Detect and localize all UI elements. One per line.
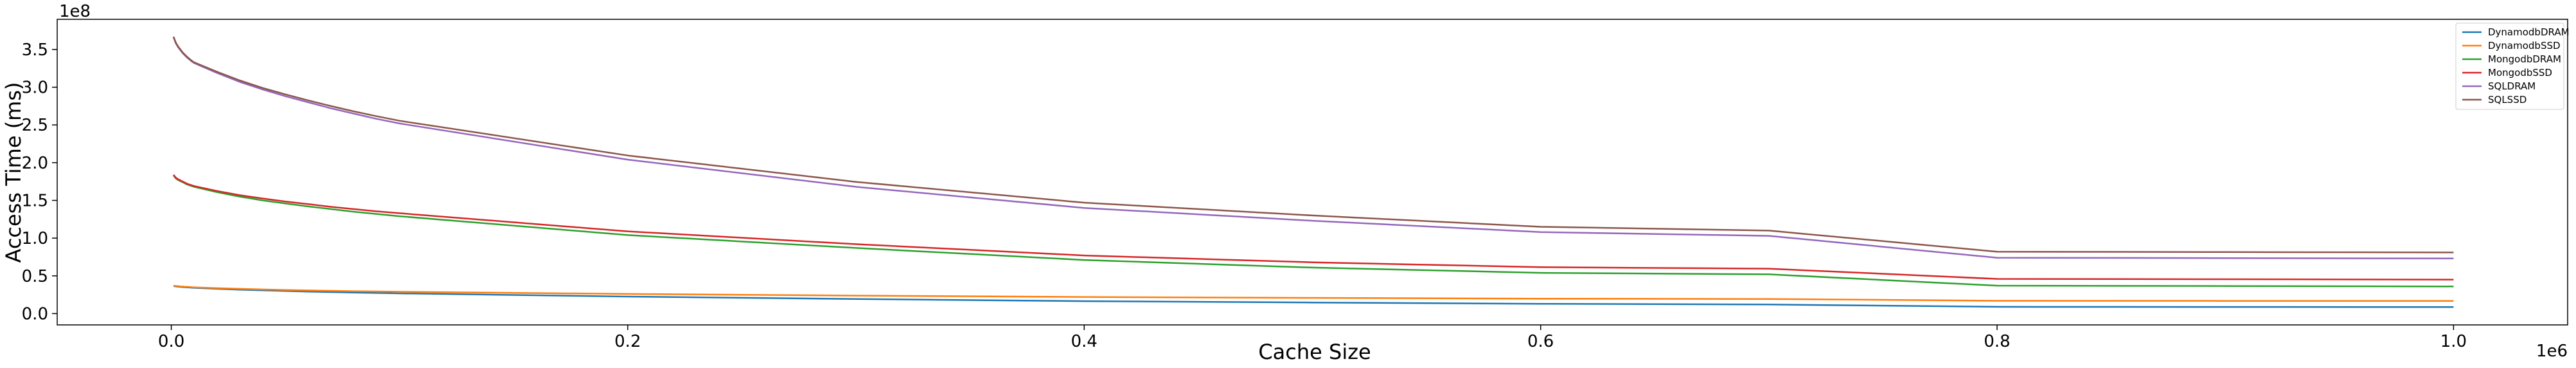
legend-label-mongodbssd: MongodbSSD bbox=[2488, 67, 2552, 78]
y-tick-label: 2.0 bbox=[22, 154, 48, 173]
y-tick-label: 1.0 bbox=[22, 229, 48, 248]
legend-label-dynamodbdram: DynamodbDRAM bbox=[2488, 26, 2570, 38]
x-tick-label: 1.0 bbox=[2440, 332, 2467, 351]
x-axis-ticks: 0.0 0.2 0.4 0.6 0.8 1.0 bbox=[158, 325, 2467, 351]
legend-label-dynamodbssd: DynamodbSSD bbox=[2488, 40, 2561, 51]
x-tick-label: 0.2 bbox=[614, 332, 641, 351]
y-axis-label: Access Time (ms) bbox=[1, 82, 26, 262]
legend-label-mongodbdram: MongodbDRAM bbox=[2488, 53, 2561, 65]
x-tick-label: 0.8 bbox=[1984, 332, 2010, 351]
series-line-dynamodbssd bbox=[173, 284, 2454, 302]
plot-frame bbox=[57, 19, 2568, 326]
legend: DynamodbDRAM DynamodbSSD MongodbDRAM Mongod… bbox=[2455, 23, 2570, 110]
x-tick-label: 0.4 bbox=[1071, 332, 1097, 351]
y-axis-multiplier: 1e8 bbox=[59, 2, 91, 21]
y-tick-label: 0.0 bbox=[22, 304, 48, 324]
y-tick-label: 3.5 bbox=[22, 41, 48, 60]
series-group bbox=[172, 36, 2454, 308]
y-axis-ticks: 0.0 0.5 1.0 1.5 2.0 2.5 3.0 3.5 bbox=[22, 41, 57, 324]
plot-area bbox=[57, 19, 2568, 325]
y-tick-label: 2.5 bbox=[22, 116, 48, 135]
x-axis-label: Cache Size bbox=[1258, 340, 1371, 364]
legend-label-sqlssd: SQLSSD bbox=[2488, 94, 2527, 106]
legend-box bbox=[2455, 23, 2564, 110]
x-axis-multiplier: 1e6 bbox=[2536, 342, 2568, 361]
x-tick-label: 0.0 bbox=[158, 332, 184, 351]
y-tick-label: 3.0 bbox=[22, 78, 48, 98]
legend-label-sqldram: SQLDRAM bbox=[2488, 80, 2536, 92]
y-tick-label: 1.5 bbox=[22, 191, 48, 210]
x-tick-label: 0.6 bbox=[1527, 332, 1554, 351]
y-tick-label: 0.5 bbox=[22, 267, 48, 286]
series-line-sqlssd bbox=[172, 36, 2454, 253]
series-line-mongodbssd bbox=[173, 174, 2454, 281]
